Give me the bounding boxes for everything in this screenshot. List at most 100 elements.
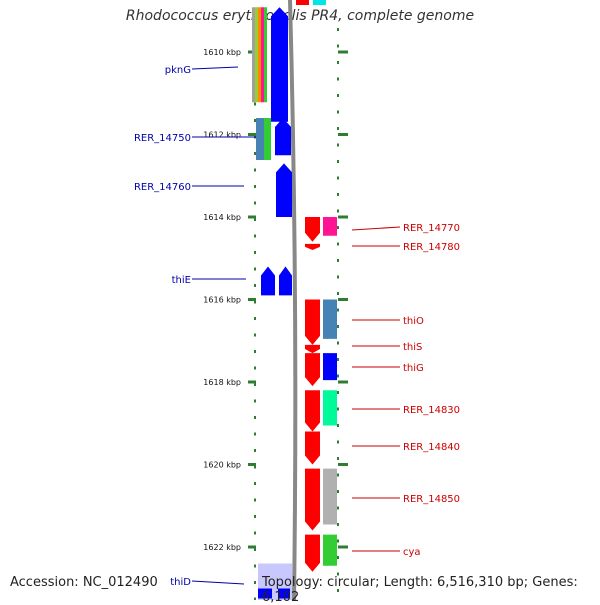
right-track-dot (337, 160, 339, 163)
left-track-dot (254, 581, 256, 584)
ruler-tick-right (338, 545, 348, 549)
gene-RER_14770[interactable] (305, 217, 320, 242)
accession-text: Accession: NC_012490 (10, 575, 158, 590)
left-track-dot (254, 168, 256, 172)
right-track-dot (337, 275, 339, 279)
gene-RER_14760[interactable] (276, 163, 292, 217)
ruler-tick-right (338, 215, 348, 219)
right-track-dot (337, 572, 339, 576)
ruler-tick-left (248, 133, 256, 136)
left-track-dot (254, 152, 256, 155)
gene-cya[interactable] (305, 534, 320, 572)
ruler-tick-label: 1612 kbp (203, 131, 241, 140)
left-track-dot (254, 234, 256, 238)
right-track-dot (337, 94, 339, 97)
right-track-dot (337, 589, 339, 592)
gene-label-cya: cya (403, 547, 421, 558)
topology-text: Topology: circular; Length: 6,516,310 bp… (262, 575, 578, 605)
blast-hit-box (323, 534, 337, 566)
gene-RER_14750[interactable] (275, 118, 291, 156)
right-gene-labels: RER_14770 RER_14780 thiO thiS thiG RER_14830 R… (351, 223, 460, 558)
right-track-dot (337, 358, 339, 361)
gene-label-RER_14850: RER_14850 (403, 494, 460, 505)
gene-RER_14850[interactable] (305, 468, 320, 531)
gene-label-RER_14760: RER_14760 (134, 182, 191, 193)
left-track-dot (254, 267, 256, 271)
left-track-dot (254, 498, 256, 502)
gene-thiO[interactable] (305, 299, 320, 345)
left-track-dot (254, 119, 256, 122)
gene-pknG[interactable] (271, 7, 288, 122)
left-gene-labels: pknG RER_14750 RER_14760 thiE thiD (134, 65, 256, 588)
right-track-dot (337, 440, 339, 444)
blast-hit-strip (252, 7, 255, 103)
left-track-dot (254, 102, 256, 106)
blast-hit-strip (264, 7, 267, 103)
gene-thiE-b[interactable] (279, 266, 292, 296)
gene-label-pknG: pknG (165, 65, 191, 76)
genome-backbone (288, 0, 298, 600)
right-track-dot (337, 473, 339, 477)
blast-hit-box (323, 353, 337, 381)
ruler-tick-right (338, 298, 348, 301)
gene-thiE-a[interactable] (261, 266, 275, 296)
gene-label-RER_14770: RER_14770 (403, 223, 460, 234)
left-track-dot (254, 284, 256, 287)
right-track-dot (337, 226, 339, 229)
right-track-dot (337, 28, 339, 31)
blast-hit-strip (261, 7, 264, 103)
right-track-dot (337, 110, 339, 114)
right-track-dot (337, 424, 339, 427)
ruler-tick-right (338, 380, 348, 384)
gene-thiS[interactable] (305, 344, 320, 354)
right-track-dot (337, 176, 339, 180)
left-track-dot (254, 366, 256, 370)
right-track-dot (337, 259, 339, 262)
gene-label-thiG: thiG (403, 363, 424, 374)
ruler-tick-left (248, 545, 256, 549)
gene-RER_14840[interactable] (305, 431, 320, 465)
gene-RER_14780[interactable] (305, 243, 320, 250)
left-track-dot (254, 300, 256, 304)
genome-title: Rhodococcus erythropolis PR4, complete g… (125, 8, 475, 24)
leader-line (191, 66, 239, 70)
right-track-dot (337, 127, 339, 130)
left-track-dot (254, 449, 256, 452)
blast-hit-box (323, 468, 337, 525)
right-track-dot (337, 193, 339, 196)
gene-label-thiE: thiE (172, 275, 191, 286)
left-track-dot (254, 564, 256, 568)
right-track-dot (337, 457, 339, 460)
right-track-dot (337, 44, 339, 48)
gene-label-RER_14830: RER_14830 (403, 405, 460, 416)
ruler-tick-right (338, 463, 348, 466)
right-track-dot (337, 325, 339, 328)
gene-RER_14830[interactable] (305, 390, 320, 432)
ruler-tick-label: 1614 kbp (203, 213, 241, 222)
ruler-tick-left (248, 463, 256, 466)
left-track-dot (254, 218, 256, 221)
ruler-ticks: 1610 kbp 1612 kbp 1614 kbp 1616 kbp 1618 kbp… (203, 48, 348, 552)
left-track-dot (254, 597, 256, 600)
gene-features[interactable] (252, 0, 337, 600)
gene-thiD-b[interactable] (278, 588, 290, 599)
right-track-dot (337, 292, 339, 295)
gene-thiG[interactable] (305, 353, 320, 387)
right-track-dot (337, 407, 339, 411)
left-track-dot (254, 317, 256, 320)
feature-partial-red[interactable] (296, 0, 309, 5)
feature-partial-cyan[interactable] (313, 0, 326, 5)
ruler-tick-label: 1622 kbp (203, 543, 241, 552)
right-track-dot (337, 391, 339, 394)
ruler-tick-left (248, 380, 256, 384)
right-track-dot (337, 506, 339, 510)
left-track-dot (254, 432, 256, 436)
right-track-dot (337, 523, 339, 526)
right-track-dot (337, 341, 339, 345)
blast-hit-strip (258, 7, 261, 103)
gene-thiD[interactable] (258, 588, 272, 599)
ruler-tick-label: 1610 kbp (203, 48, 241, 57)
right-track-dot (337, 374, 339, 378)
blast-hit-box (323, 217, 337, 236)
